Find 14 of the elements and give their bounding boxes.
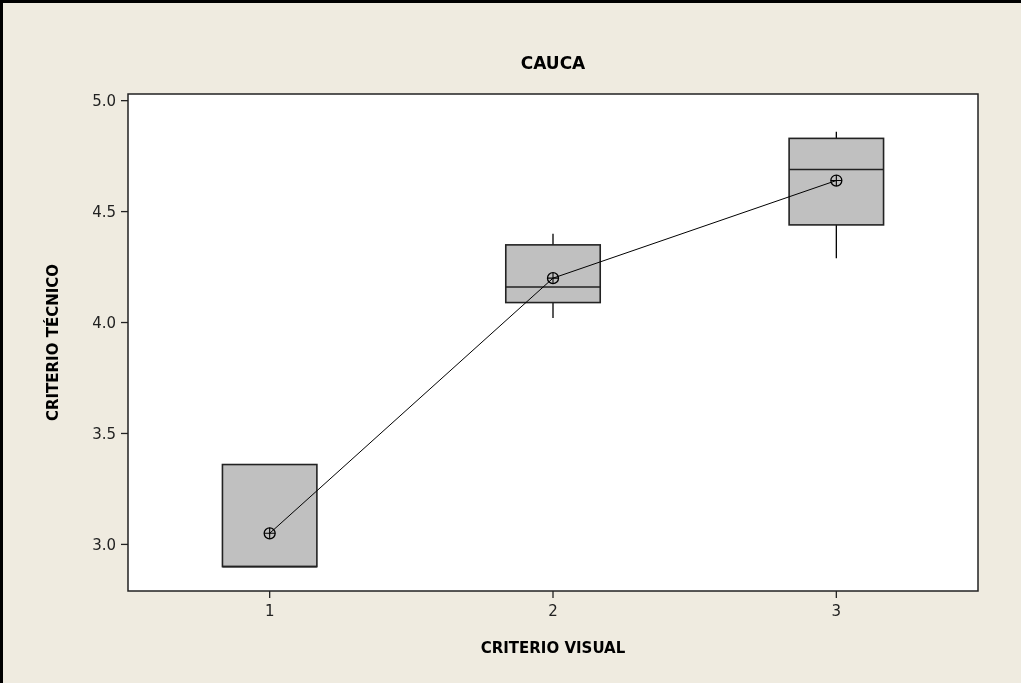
- point: [546, 272, 560, 285]
- x-tick-label: 1: [264, 602, 275, 620]
- y-tick-label: 3.0: [92, 535, 116, 554]
- y-tick-label: 4.0: [92, 313, 116, 332]
- point: [263, 527, 276, 540]
- y-tick-label: 4.5: [92, 202, 116, 221]
- y-tick-label: 5.0: [92, 91, 116, 110]
- y-axis-title: CRITERIO TÉCNICO: [43, 263, 62, 422]
- x-tick-label: 2: [548, 602, 558, 620]
- x-axis-title: CRITERIO VISUAL: [480, 639, 626, 657]
- point: [830, 174, 843, 187]
- chart-title: CAUCA: [520, 53, 587, 73]
- y-tick-label: 3.5: [92, 424, 116, 443]
- x-tick-label: 3: [831, 602, 842, 620]
